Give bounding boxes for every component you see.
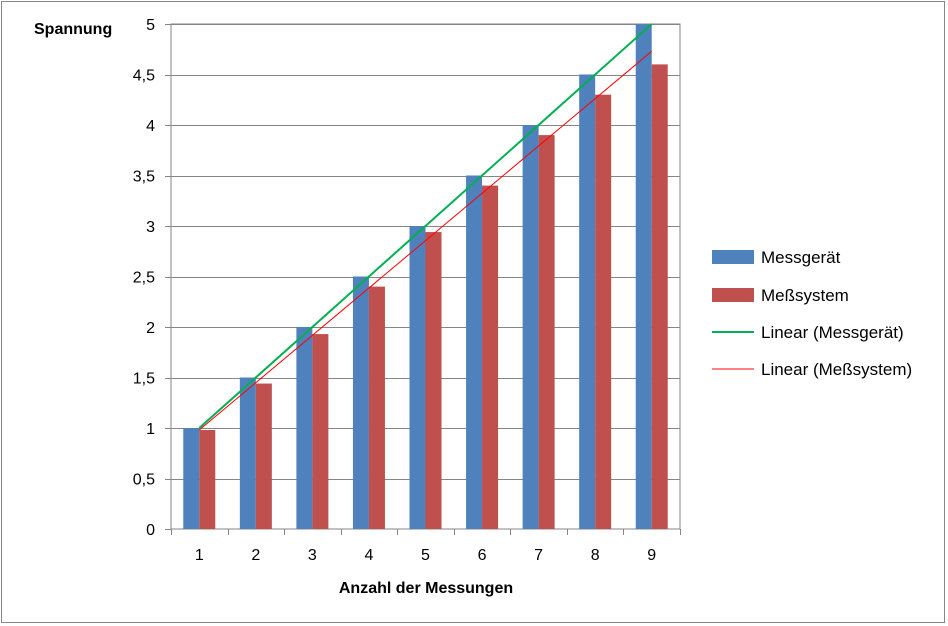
y-tick-label: 4,5 [133, 68, 155, 85]
bar-meßsystem [482, 185, 499, 529]
bar-meßsystem [425, 232, 442, 529]
y-tick-label: 0,5 [133, 472, 155, 489]
x-tick-label: 9 [647, 547, 656, 564]
legend-swatch [712, 250, 754, 264]
bar-meßsystem [368, 286, 385, 529]
x-tick-label: 3 [308, 547, 317, 564]
bar-meßsystem [255, 383, 272, 529]
y-tick-label: 0 [146, 522, 155, 539]
y-tick-label: 4 [146, 118, 155, 135]
bar-messgerät [183, 428, 200, 529]
y-tick-label: 3,5 [133, 169, 155, 186]
trendline [198, 23, 653, 429]
bar-messgerät [635, 24, 652, 529]
legend-label: Linear (Meßsystem) [761, 360, 912, 379]
y-tick-label: 1,5 [133, 371, 155, 388]
y-axis-title: Spannung [34, 21, 112, 38]
bar-messgerät [239, 377, 256, 529]
legend-swatch [712, 288, 754, 302]
bar-messgerät [296, 327, 313, 529]
legend-label: Messgerät [761, 248, 841, 267]
bar-messgerät [466, 175, 483, 529]
x-tick-label: 1 [195, 547, 204, 564]
bar-messgerät [352, 276, 369, 529]
x-tick-label: 8 [591, 547, 600, 564]
y-tick-label: 2 [146, 320, 155, 337]
y-tick-label: 5 [146, 17, 155, 34]
bar-meßsystem [312, 334, 329, 529]
y-tick-label: 1 [146, 421, 155, 438]
bar-messgerät [579, 74, 596, 529]
x-tick-label: 7 [534, 547, 543, 564]
x-axis-title: Anzahl der Messungen [339, 580, 513, 597]
bar-meßsystem [538, 135, 555, 529]
bar-messgerät [409, 226, 426, 529]
y-tick-label: 2,5 [133, 270, 155, 287]
bar-meßsystem [651, 64, 668, 530]
x-tick-label: 4 [364, 547, 373, 564]
x-tick-label: 5 [421, 547, 430, 564]
bar-messgerät [522, 125, 539, 529]
bar-meßsystem [199, 430, 216, 529]
y-tick-label: 3 [146, 219, 155, 236]
legend-label: Meßsystem [761, 286, 849, 305]
bar-meßsystem [595, 94, 612, 529]
legend-label: Linear (Messgerät) [761, 323, 904, 342]
x-tick-label: 2 [251, 547, 260, 564]
trendline [198, 50, 653, 431]
x-tick-label: 6 [478, 547, 487, 564]
